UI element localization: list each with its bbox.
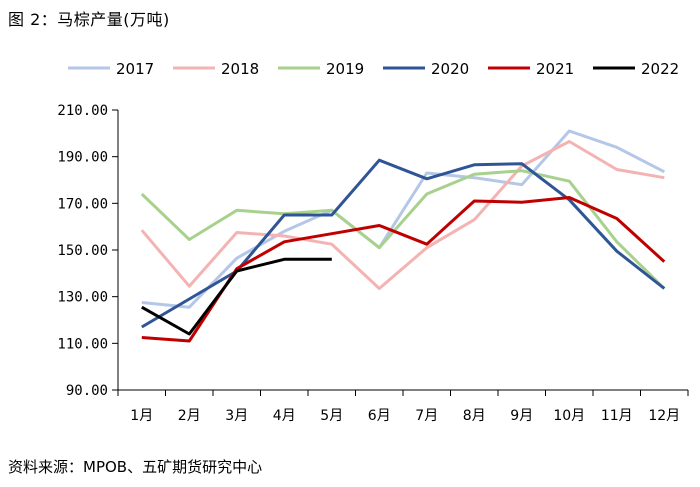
y-tick-label: 190.00 [57, 150, 108, 166]
figure-title: 图 2：马棕产量(万吨) [8, 10, 170, 29]
y-tick-label: 110.00 [57, 336, 108, 352]
legend-label-2020: 2020 [431, 60, 469, 78]
legend-label-2019: 2019 [326, 60, 364, 78]
x-tick-label: 10月 [553, 408, 585, 424]
series-line-2022 [141, 257, 332, 336]
y-axis: 90.00 110.00 130.00 150.00 170.00 190.00 210.0… [57, 103, 119, 399]
y-tick-label: 210.00 [57, 103, 108, 119]
x-tick-label: 7月 [415, 408, 438, 424]
legend-label-2022: 2022 [641, 60, 679, 78]
x-tick-label: 2月 [178, 408, 201, 424]
y-tick-label: 130.00 [57, 290, 108, 306]
legend: 2017 2018 2019 2020 2021 2022 [68, 60, 679, 78]
y-tick-label: 150.00 [57, 243, 108, 259]
series-line-2019 [140, 169, 666, 290]
series-line-2018 [140, 140, 665, 290]
x-tick-label: 11月 [601, 408, 633, 424]
x-tick-label: 4月 [273, 408, 296, 424]
source-note: 资料来源：MPOB、五矿期货研究中心 [8, 458, 263, 476]
x-tick-label: 5月 [320, 408, 343, 424]
x-tick-label: 9月 [510, 408, 533, 424]
x-axis: 1月 2月 3月 4月 5月 6月 7月 8月 9月 10月 11月 12月 [117, 389, 689, 424]
series-line-2017 [141, 129, 665, 309]
x-tick-label: 1月 [130, 408, 153, 424]
series-line-2020 [141, 158, 666, 329]
legend-label-2018: 2018 [221, 60, 259, 78]
x-tick-label: 8月 [463, 408, 486, 424]
y-tick-label: 90.00 [66, 383, 108, 399]
legend-label-2021: 2021 [536, 60, 574, 78]
y-tick-label: 170.00 [57, 196, 108, 212]
x-tick-label: 12月 [648, 408, 680, 424]
legend-label-2017: 2017 [116, 60, 154, 78]
x-tick-label: 3月 [225, 408, 248, 424]
series-lines [140, 129, 666, 343]
x-tick-label: 6月 [368, 408, 391, 424]
